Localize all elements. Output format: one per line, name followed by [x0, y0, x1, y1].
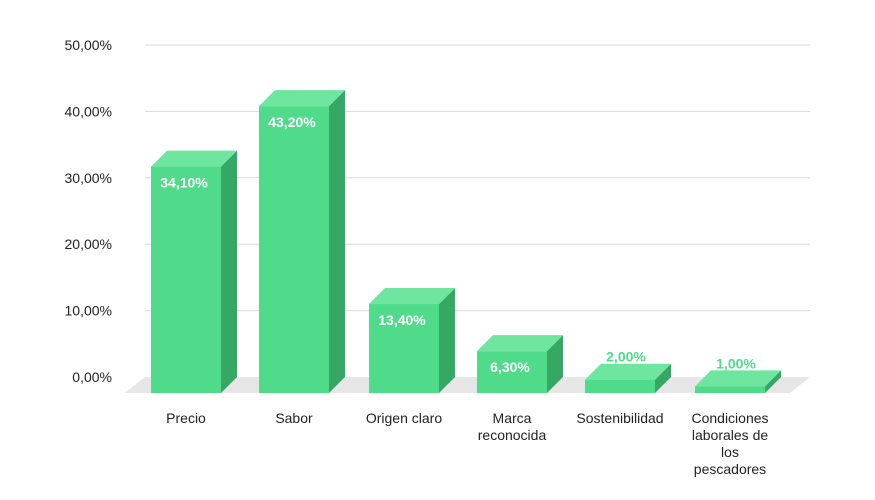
data-label: 34,10% — [160, 175, 208, 191]
bar-side — [655, 363, 671, 393]
bar-side — [221, 150, 237, 393]
x-category-label: Origen claro — [366, 410, 442, 426]
bar-top — [259, 90, 345, 107]
bar — [585, 379, 655, 393]
bar-side — [547, 335, 563, 393]
data-label: 43,20% — [268, 114, 316, 130]
x-category-label: Precio — [166, 410, 206, 426]
y-tick-label: 40,00% — [65, 103, 112, 119]
y-tick-label: 50,00% — [65, 37, 112, 53]
y-tick-label: 30,00% — [65, 170, 112, 186]
bar-top — [695, 370, 781, 387]
data-label: 1,00% — [716, 355, 756, 371]
bar-top — [585, 363, 671, 380]
bar-top — [477, 335, 563, 352]
bar-side — [439, 288, 455, 393]
bar — [477, 351, 547, 393]
bar — [151, 166, 221, 393]
y-tick-label: 10,00% — [65, 303, 112, 319]
x-category-label: Marca reconocida — [478, 410, 547, 443]
data-label: 13,40% — [378, 312, 426, 328]
y-tick-label: 20,00% — [65, 236, 112, 252]
x-category-label: Sabor — [275, 410, 313, 426]
data-label: 6,30% — [490, 359, 530, 375]
x-category-label: Sostenibilidad — [576, 410, 663, 426]
bar — [259, 106, 329, 393]
data-label: 2,00% — [606, 349, 646, 365]
bar-top — [151, 150, 237, 167]
bar-top — [369, 288, 455, 305]
bar-side — [765, 370, 781, 393]
bar — [369, 304, 439, 393]
x-category-label: Condiciones laborales de los pescadores — [691, 410, 768, 477]
bar-side — [329, 90, 345, 393]
y-tick-label: 0,00% — [72, 369, 112, 385]
bar — [695, 386, 765, 393]
